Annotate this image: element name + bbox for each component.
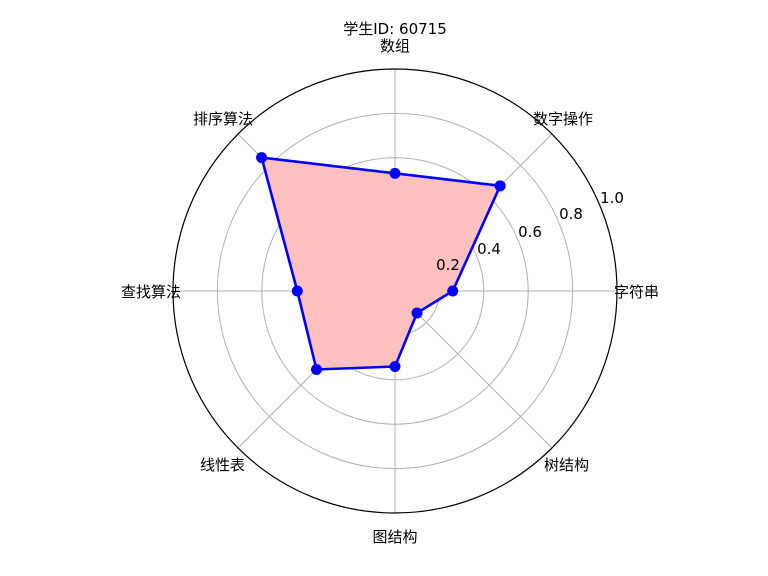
data-point — [311, 363, 323, 375]
category-label: 树结构 — [544, 456, 589, 474]
category-label: 查找算法 — [121, 283, 181, 301]
data-point — [291, 285, 303, 297]
radial-tick-label: 1.0 — [600, 189, 624, 207]
category-label: 数字操作 — [533, 110, 593, 128]
category-label: 数组 — [380, 37, 410, 55]
category-label: 图结构 — [372, 528, 417, 546]
data-point — [494, 180, 506, 192]
chart-title: 学生ID: 60715 — [343, 20, 447, 38]
data-point — [411, 307, 423, 319]
category-label: 字符串 — [614, 283, 659, 301]
radial-tick-label: 0.2 — [436, 256, 460, 274]
outer-frame — [172, 68, 618, 514]
data-point — [256, 152, 268, 164]
radial-tick-label: 0.6 — [518, 223, 542, 241]
data-point — [447, 285, 459, 297]
category-label: 排序算法 — [193, 110, 253, 128]
radial-tick-label: 0.4 — [477, 240, 501, 258]
category-label: 线性表 — [200, 456, 245, 474]
grid-spoke — [394, 290, 553, 449]
radial-tick-label: 0.8 — [559, 205, 583, 223]
data-point — [389, 360, 401, 372]
series-fill — [261, 157, 501, 370]
data-series — [256, 152, 506, 375]
data-point — [389, 167, 401, 179]
